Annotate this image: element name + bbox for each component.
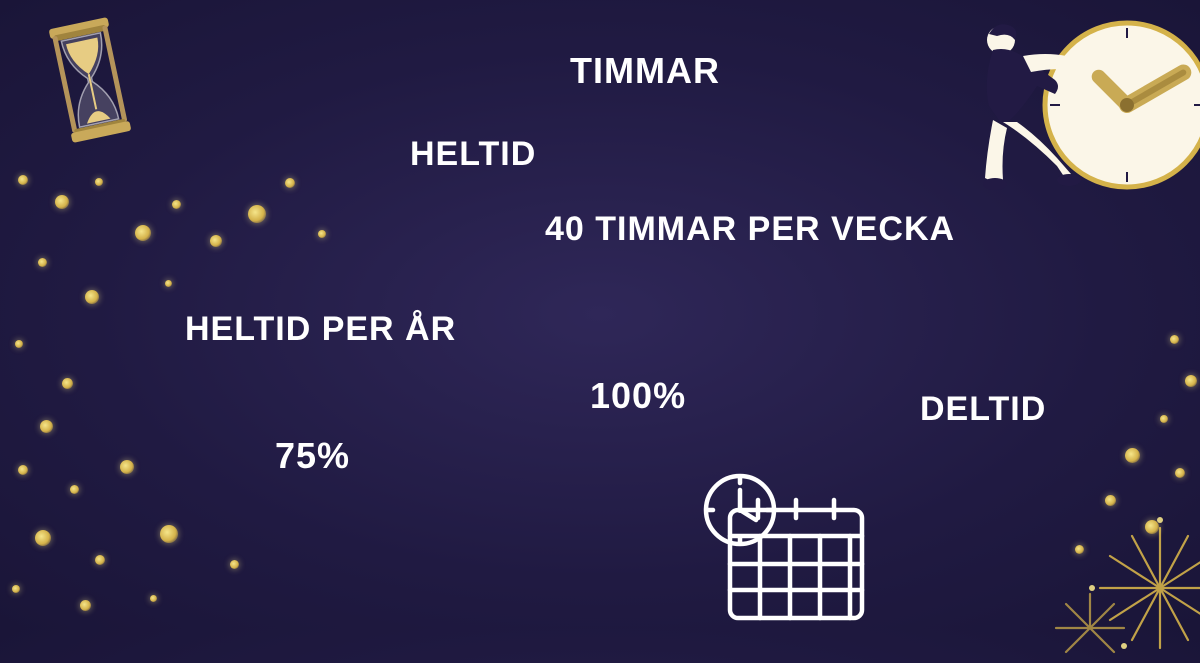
calendar-clock-icon — [700, 470, 870, 625]
sparkle-dot — [40, 420, 53, 433]
sparkle-dot — [248, 205, 266, 223]
sparkle-dot — [1170, 335, 1179, 344]
hourglass-icon — [38, 13, 141, 147]
sparkle-dot — [150, 595, 157, 602]
sparkle-dot — [55, 195, 69, 209]
sparkle-dot — [135, 225, 151, 241]
word-100: 100% — [590, 375, 686, 417]
sparkle-dot — [1105, 495, 1116, 506]
sparkle-dot — [1175, 468, 1185, 478]
sparkle-dot — [318, 230, 326, 238]
sparkle-dot — [230, 560, 239, 569]
sparkle-dot — [120, 460, 134, 474]
sparkle-dot — [1075, 545, 1084, 554]
sparkle-dot — [62, 378, 73, 389]
word-heltid-per-ar: Heltid per år — [185, 310, 456, 349]
sparkle-dot — [38, 258, 47, 267]
word-heltid: Heltid — [410, 135, 536, 174]
sparkle-dot — [172, 200, 181, 209]
sparkle-dot — [18, 175, 28, 185]
word-deltid: Deltid — [920, 390, 1046, 429]
word-40-per-vecka: 40 timmar per vecka — [545, 210, 955, 249]
fireworks-icon — [1010, 438, 1200, 658]
sparkle-dot — [95, 178, 103, 186]
sparkle-dot — [15, 340, 23, 348]
sparkle-dot — [1125, 448, 1140, 463]
sparkle-dot — [1185, 375, 1197, 387]
sparkle-dot — [165, 280, 172, 287]
sparkle-dot — [18, 465, 28, 475]
person-pushing-clock-icon — [945, 10, 1200, 205]
sparkle-dot — [160, 525, 178, 543]
word-timmar: Timmar — [570, 50, 720, 92]
sparkle-dot — [35, 530, 51, 546]
word-75: 75% — [275, 435, 350, 477]
sparkle-dot — [95, 555, 105, 565]
sparkle-dot — [1160, 415, 1168, 423]
sparkle-dot — [70, 485, 79, 494]
sparkle-dot — [80, 600, 91, 611]
sparkle-dot — [285, 178, 295, 188]
sparkle-dot — [85, 290, 99, 304]
sparkle-dot — [210, 235, 222, 247]
sparkle-dot — [1145, 520, 1159, 534]
sparkle-dot — [12, 585, 20, 593]
